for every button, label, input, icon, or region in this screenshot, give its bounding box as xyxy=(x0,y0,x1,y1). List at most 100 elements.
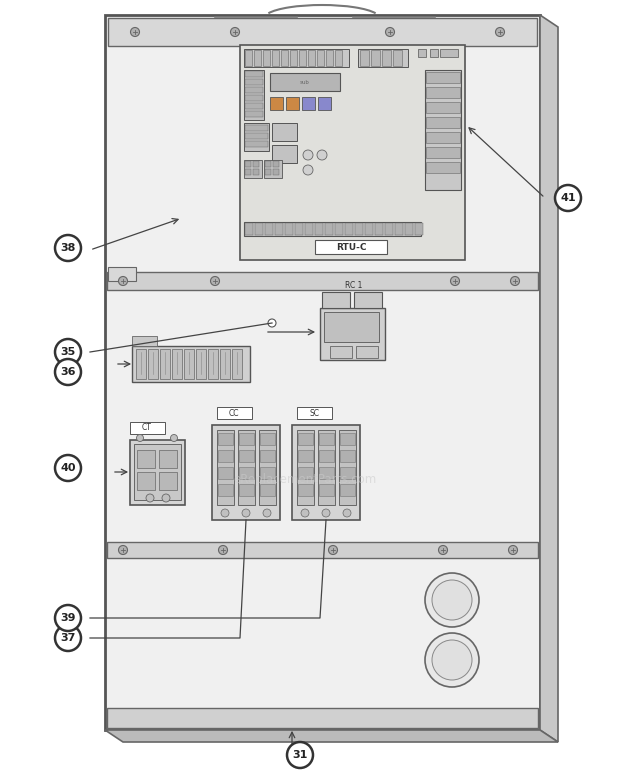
Bar xyxy=(285,223,293,235)
Bar xyxy=(418,49,426,57)
Bar xyxy=(345,223,353,235)
Text: sub: sub xyxy=(300,80,310,84)
Bar xyxy=(358,49,408,67)
Circle shape xyxy=(268,319,276,327)
Bar xyxy=(273,169,279,175)
Bar xyxy=(260,433,275,445)
Bar xyxy=(108,267,136,281)
Bar xyxy=(319,433,334,445)
Circle shape xyxy=(322,509,330,517)
Bar xyxy=(265,169,271,175)
Bar xyxy=(360,50,369,66)
Bar xyxy=(426,117,460,128)
Circle shape xyxy=(438,546,448,554)
Circle shape xyxy=(55,625,81,651)
Circle shape xyxy=(146,494,154,502)
Bar xyxy=(263,50,270,66)
Bar xyxy=(218,450,233,462)
Bar xyxy=(382,50,391,66)
Bar xyxy=(239,433,254,445)
Bar xyxy=(426,132,460,143)
Bar xyxy=(245,111,263,117)
Circle shape xyxy=(303,150,313,160)
Bar xyxy=(319,450,334,462)
Bar xyxy=(426,87,460,98)
Circle shape xyxy=(555,185,581,211)
Text: 39: 39 xyxy=(60,613,76,623)
Bar xyxy=(385,223,393,235)
Bar xyxy=(425,70,461,190)
Bar xyxy=(302,97,315,110)
Bar xyxy=(245,71,263,77)
Bar xyxy=(196,349,206,379)
Bar xyxy=(238,430,255,505)
Bar xyxy=(232,349,242,379)
Bar xyxy=(239,467,254,479)
Circle shape xyxy=(343,509,351,517)
Bar xyxy=(244,222,421,236)
Circle shape xyxy=(317,150,327,160)
Bar xyxy=(245,50,252,66)
Circle shape xyxy=(162,494,170,502)
Bar xyxy=(318,430,335,505)
Bar xyxy=(319,467,334,479)
Bar xyxy=(134,444,181,500)
Bar xyxy=(275,223,283,235)
Bar xyxy=(218,433,233,445)
Bar xyxy=(254,50,261,66)
Bar xyxy=(137,450,155,468)
Circle shape xyxy=(508,546,518,554)
Bar xyxy=(137,472,155,490)
Bar xyxy=(239,484,254,496)
Bar xyxy=(415,223,423,235)
Bar xyxy=(184,349,194,379)
Circle shape xyxy=(425,573,479,627)
Bar xyxy=(208,349,218,379)
Text: 31: 31 xyxy=(292,750,308,760)
Bar xyxy=(395,223,403,235)
Circle shape xyxy=(55,339,81,365)
Bar xyxy=(217,430,234,505)
Text: 37: 37 xyxy=(60,633,76,643)
Circle shape xyxy=(55,605,81,631)
Polygon shape xyxy=(105,730,558,742)
Bar xyxy=(218,484,233,496)
Bar xyxy=(405,223,413,235)
Bar xyxy=(355,223,363,235)
Circle shape xyxy=(170,435,177,442)
Bar xyxy=(136,349,146,379)
Bar xyxy=(426,72,460,83)
Circle shape xyxy=(55,235,81,261)
Bar xyxy=(212,425,280,520)
Bar xyxy=(265,223,273,235)
Bar xyxy=(325,223,333,235)
Circle shape xyxy=(263,509,271,517)
Polygon shape xyxy=(540,15,558,742)
Bar xyxy=(245,133,268,139)
Text: 41: 41 xyxy=(560,193,576,203)
Bar xyxy=(245,95,263,101)
Bar xyxy=(253,161,259,167)
Circle shape xyxy=(451,277,459,285)
Circle shape xyxy=(425,633,479,687)
Bar xyxy=(339,430,356,505)
Bar xyxy=(272,123,297,141)
Text: 38: 38 xyxy=(60,243,76,253)
Circle shape xyxy=(386,27,394,36)
Bar xyxy=(272,145,297,163)
Bar xyxy=(426,162,460,173)
Bar xyxy=(159,450,177,468)
Bar xyxy=(260,467,275,479)
Bar xyxy=(130,440,185,505)
Bar xyxy=(265,161,271,167)
Bar xyxy=(330,346,352,358)
Bar xyxy=(244,49,349,67)
Bar xyxy=(335,223,343,235)
Bar xyxy=(315,240,387,254)
Text: CC: CC xyxy=(229,408,239,418)
Bar xyxy=(270,73,340,91)
Circle shape xyxy=(221,509,229,517)
Circle shape xyxy=(130,27,140,36)
Bar xyxy=(132,346,250,382)
Circle shape xyxy=(495,27,505,36)
